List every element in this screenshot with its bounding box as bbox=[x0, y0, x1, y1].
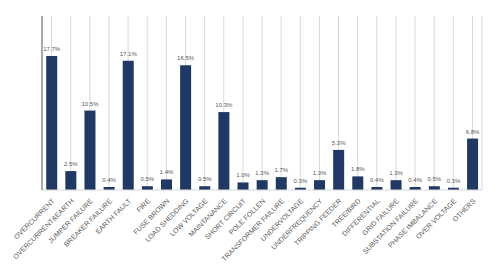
svg-text:17.7%: 17.7% bbox=[43, 46, 61, 52]
svg-text:0.3%: 0.3% bbox=[447, 178, 461, 184]
svg-text:TRANSFORMER FAILURE: TRANSFORMER FAILURE bbox=[220, 197, 286, 263]
svg-text:10.5%: 10.5% bbox=[81, 101, 99, 107]
svg-text:1.8%: 1.8% bbox=[351, 166, 365, 172]
svg-text:PHASE IMBALANCE: PHASE IMBALANCE bbox=[386, 197, 439, 249]
svg-text:5.3%: 5.3% bbox=[332, 140, 346, 146]
svg-text:JUMPER FAILURE: JUMPER FAILURE bbox=[46, 197, 94, 245]
svg-text:OVERCURRENT&EARTH: OVERCURRENT&EARTH bbox=[11, 197, 75, 261]
svg-text:17.1%: 17.1% bbox=[120, 51, 138, 57]
svg-text:UNDERFREQUENCY: UNDERFREQUENCY bbox=[270, 197, 324, 251]
svg-text:TRIPPING FEEDER: TRIPPING FEEDER bbox=[293, 197, 343, 248]
svg-text:POLE FOLLEN: POLE FOLLEN bbox=[227, 197, 267, 237]
svg-text:OTHERS: OTHERS bbox=[451, 197, 477, 223]
svg-text:0.5%: 0.5% bbox=[141, 176, 155, 182]
svg-text:1.4%: 1.4% bbox=[160, 169, 174, 175]
svg-text:FUSE BROWN: FUSE BROWN bbox=[132, 197, 171, 236]
svg-text:LOW VOLTAGE: LOW VOLTAGE bbox=[168, 197, 209, 238]
svg-text:SHORT CIRCUIT: SHORT CIRCUIT bbox=[203, 197, 248, 241]
svg-text:1.3%: 1.3% bbox=[313, 170, 327, 176]
svg-text:0.5%: 0.5% bbox=[427, 176, 441, 182]
svg-text:1.7%: 1.7% bbox=[274, 167, 288, 173]
svg-text:SUBSTATION FAILURE: SUBSTATION FAILURE bbox=[361, 197, 420, 256]
svg-text:1.0%: 1.0% bbox=[236, 172, 250, 178]
svg-text:0.5%: 0.5% bbox=[198, 176, 212, 182]
svg-text:BREAKER FAILURE: BREAKER FAILURE bbox=[62, 197, 114, 248]
svg-text:1.3%: 1.3% bbox=[389, 170, 403, 176]
svg-text:0.3%: 0.3% bbox=[294, 178, 308, 184]
svg-text:MAINTANANCE: MAINTANANCE bbox=[187, 197, 228, 238]
svg-text:EARTH FAULT: EARTH FAULT bbox=[94, 197, 133, 236]
svg-text:UNDERVOLTAGE: UNDERVOLTAGE bbox=[259, 197, 305, 243]
svg-text:TREE/BIRD: TREE/BIRD bbox=[330, 197, 362, 229]
svg-text:OVERCURRENT: OVERCURRENT bbox=[12, 197, 56, 241]
svg-text:6.8%: 6.8% bbox=[466, 129, 480, 135]
svg-text:16.5%: 16.5% bbox=[177, 55, 195, 61]
svg-text:0.4%: 0.4% bbox=[102, 177, 116, 183]
svg-text:FIRE: FIRE bbox=[135, 197, 151, 213]
svg-text:2.5%: 2.5% bbox=[64, 161, 78, 167]
svg-text:GRID FAILURE: GRID FAILURE bbox=[360, 197, 401, 237]
svg-text:LOAD SHEDDING: LOAD SHEDDING bbox=[143, 197, 190, 244]
svg-text:0.4%: 0.4% bbox=[408, 177, 422, 183]
svg-text:DIFFERENTIAL: DIFFERENTIAL bbox=[340, 197, 381, 238]
svg-text:10.3%: 10.3% bbox=[215, 102, 233, 108]
svg-text:OVER VOLTAGE: OVER VOLTAGE bbox=[414, 197, 458, 241]
svg-text:0.4%: 0.4% bbox=[370, 177, 384, 183]
svg-text:1.3%: 1.3% bbox=[255, 170, 269, 176]
